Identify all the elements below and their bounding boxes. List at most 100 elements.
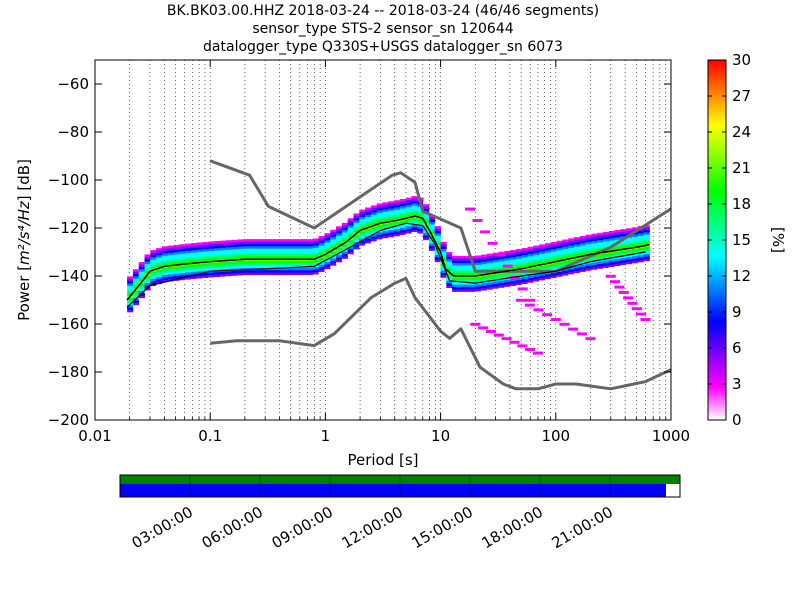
psd-cell xyxy=(237,239,244,242)
psd-cell xyxy=(626,230,633,234)
psd-cell xyxy=(568,250,575,253)
psd-cell xyxy=(144,254,151,257)
psd-cell xyxy=(295,270,302,273)
psd-cell xyxy=(132,276,140,279)
psd-cell xyxy=(312,242,320,246)
psd-cell xyxy=(243,250,250,254)
psd-cell xyxy=(463,291,470,295)
psd-cell xyxy=(307,248,314,252)
psd-cell xyxy=(347,246,354,250)
psd-cell xyxy=(591,250,598,253)
psd-cell xyxy=(452,277,459,280)
colorbar-label: [%] xyxy=(769,227,787,253)
psd-cell xyxy=(573,236,581,240)
psd-cell xyxy=(289,248,296,252)
psd-cell xyxy=(417,209,424,212)
psd-cell xyxy=(405,206,412,210)
psd-cell xyxy=(440,267,447,271)
psd-cell xyxy=(539,272,546,276)
psd-cell xyxy=(504,248,511,251)
y-axis-label-units: m²/s⁴/Hz xyxy=(15,200,33,265)
psd-cell xyxy=(376,207,383,211)
psd-cell xyxy=(347,222,354,226)
psd-cell xyxy=(237,260,244,264)
psd-cell xyxy=(231,263,238,267)
psd-cell xyxy=(307,255,314,259)
psd-cell xyxy=(405,214,412,217)
psd-cell xyxy=(231,239,238,243)
psd-cell xyxy=(481,275,488,279)
psd-cell xyxy=(167,254,174,258)
psd-cell xyxy=(573,241,581,245)
psd-cell xyxy=(492,288,499,292)
psd-cell xyxy=(428,236,436,239)
psd-cell xyxy=(307,250,314,254)
psd-cell xyxy=(603,245,610,249)
psd-cell xyxy=(573,239,581,242)
psd-cell xyxy=(144,290,151,293)
psd-cell xyxy=(301,262,308,266)
noise-model-curve-nlnm xyxy=(210,276,671,391)
psd-cell xyxy=(156,278,163,282)
psd-cell xyxy=(307,274,314,278)
psd-cell xyxy=(150,264,157,267)
psd-cell xyxy=(336,228,343,232)
psd-outlier-cell xyxy=(533,308,544,312)
psd-cell xyxy=(376,219,383,223)
psd-cell xyxy=(608,230,616,234)
psd-cell xyxy=(440,239,447,242)
psd-outlier-cell xyxy=(636,312,647,316)
psd-cell xyxy=(330,260,337,264)
y-tick-label: −100 xyxy=(48,171,89,189)
psd-cell xyxy=(643,251,650,255)
psd-cell xyxy=(603,241,610,244)
psd-cell xyxy=(637,237,645,241)
psd-cell xyxy=(411,205,418,209)
psd-cell xyxy=(632,227,639,230)
psd-cell xyxy=(463,253,470,256)
psd-cell xyxy=(336,237,343,241)
psd-cell xyxy=(283,265,291,268)
psd-cell xyxy=(167,247,174,251)
psd-cell xyxy=(539,277,546,281)
psd-cell xyxy=(382,237,389,241)
psd-cell xyxy=(446,261,453,265)
psd-cell xyxy=(330,239,337,242)
psd-cell xyxy=(463,277,470,280)
psd-cell xyxy=(202,268,209,271)
psd-cell xyxy=(521,252,528,256)
psd-cell xyxy=(556,247,563,251)
psd-cell xyxy=(225,271,232,274)
psd-cell xyxy=(144,261,151,265)
psd-cell xyxy=(417,218,424,222)
psd-cell xyxy=(533,250,540,253)
psd-cell xyxy=(202,272,209,276)
psd-cell xyxy=(161,253,169,256)
psd-cell xyxy=(254,262,261,266)
psd-cell xyxy=(307,272,314,276)
psd-cell xyxy=(260,265,267,268)
psd-cell xyxy=(127,312,134,315)
psd-cell xyxy=(196,278,203,281)
psd-cell xyxy=(428,221,436,225)
psd-cell xyxy=(452,262,459,266)
psd-cell xyxy=(481,283,488,286)
psd-cell xyxy=(533,281,540,284)
psd-cell xyxy=(399,205,407,209)
psd-cell xyxy=(550,275,557,278)
psd-cell xyxy=(359,233,366,236)
psd-cell xyxy=(278,272,285,276)
psd-cell xyxy=(585,263,592,266)
psd-cell xyxy=(475,267,482,270)
psd-cell xyxy=(463,260,470,264)
psd-cell xyxy=(266,265,273,268)
psd-cell xyxy=(318,271,325,275)
psd-cell xyxy=(626,261,633,265)
psd-cell xyxy=(608,240,616,243)
psd-cell xyxy=(289,241,296,244)
psd-cell xyxy=(492,259,499,263)
psd-cell xyxy=(359,214,366,217)
psd-cell xyxy=(347,217,354,221)
psd-cell xyxy=(475,276,482,280)
psd-cell xyxy=(614,260,621,264)
